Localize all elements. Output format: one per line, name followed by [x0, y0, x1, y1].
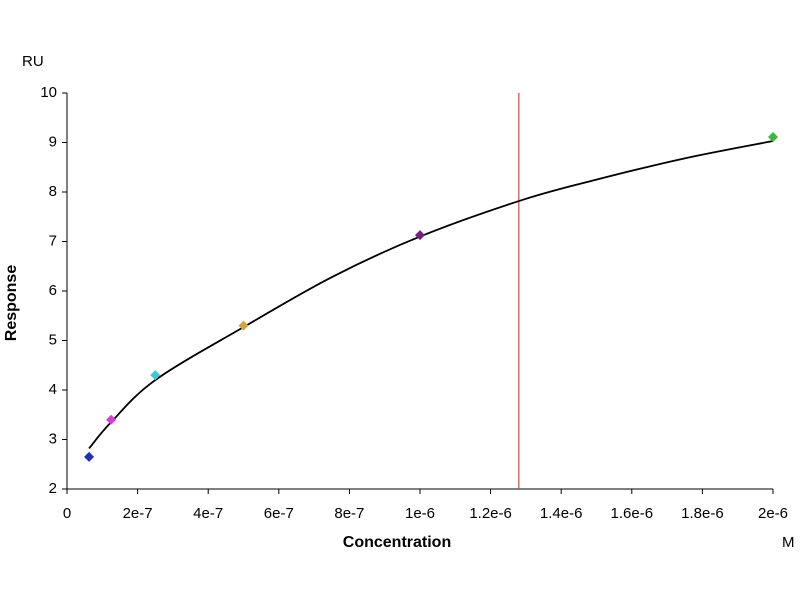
data-point — [150, 370, 161, 381]
data-point — [768, 132, 778, 143]
fit-curve — [88, 140, 774, 449]
y-tick-label: 2 — [49, 480, 57, 497]
y-tick-label: 10 — [40, 84, 57, 101]
x-tick-label: 2e-7 — [123, 505, 153, 522]
y-axis-title: Response — [3, 265, 20, 342]
x-tick-label: 0 — [63, 505, 71, 522]
x-tick-label: 4e-7 — [193, 505, 223, 522]
data-point — [238, 320, 249, 331]
x-unit: M — [782, 534, 795, 551]
x-tick-label: 1.4e-6 — [540, 505, 583, 522]
x-tick-label: 1e-6 — [405, 505, 435, 522]
data-point — [415, 230, 425, 241]
data-point — [84, 451, 95, 462]
y-tick-label: 3 — [49, 430, 57, 447]
x-axis-title: Concentration — [343, 534, 451, 551]
x-tick-label: 8e-7 — [334, 505, 364, 522]
y-tick-label: 7 — [49, 232, 57, 249]
y-unit: RU — [22, 53, 44, 70]
x-tick-label: 1.6e-6 — [611, 505, 654, 522]
y-tick-label: 8 — [49, 183, 57, 200]
y-tick-label: 6 — [49, 282, 57, 299]
x-tick-label: 2e-6 — [758, 505, 788, 522]
x-tick-label: 1.2e-6 — [469, 505, 512, 522]
y-tick-label: 5 — [49, 331, 57, 348]
x-tick-label: 1.8e-6 — [681, 505, 724, 522]
y-tick-label: 4 — [49, 381, 57, 398]
x-tick-label: 6e-7 — [264, 505, 294, 522]
data-point — [106, 414, 117, 425]
y-tick-label: 9 — [49, 133, 57, 150]
